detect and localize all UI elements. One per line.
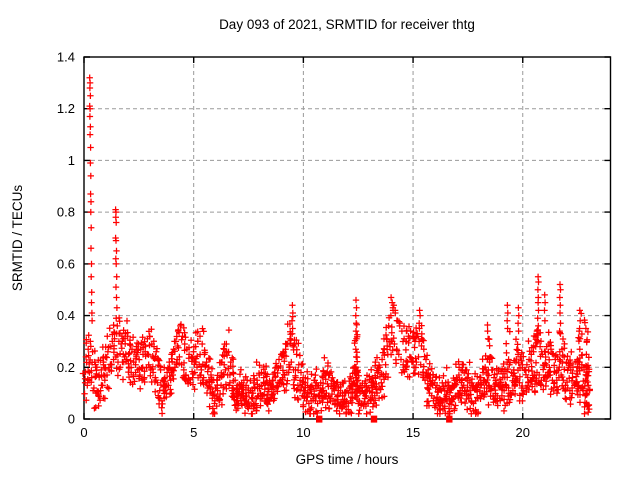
x-tick-label: 0: [80, 425, 87, 440]
y-tick-label: 0: [68, 412, 75, 427]
x-tick-label: 20: [516, 425, 530, 440]
data-points: [79, 74, 593, 417]
x-tick-label: 15: [406, 425, 420, 440]
y-axis-label: SRMTID / TECUs: [10, 185, 25, 292]
zero-value-marker: [370, 415, 378, 423]
plot-border: [83, 56, 612, 420]
y-tick-labels: 0 0.2 0.4 0.6 0.8 1 1.2 1.4: [57, 50, 75, 427]
x-tick-labels: 0 5 10 15 20: [80, 425, 530, 440]
x-tick-label: 5: [190, 425, 197, 440]
zero-value-marker: [316, 415, 323, 423]
y-tick-label: 0.2: [57, 360, 75, 375]
axis-floor-markers: [316, 415, 453, 423]
y-tick-label: 1.2: [57, 101, 75, 116]
y-tick-label: 1: [68, 153, 75, 168]
zero-value-marker: [446, 415, 453, 423]
y-tick-label: 0.8: [57, 205, 75, 220]
chart-title: Day 093 of 2021, SRMTID for receiver tht…: [219, 17, 475, 32]
y-tick-label: 0.6: [57, 256, 75, 271]
y-tick-label: 0.4: [57, 308, 75, 323]
y-tick-label: 1.4: [57, 50, 75, 65]
scatter-plus-markers: [79, 74, 593, 417]
x-axis-label: GPS time / hours: [296, 452, 399, 467]
x-tick-label: 10: [296, 425, 310, 440]
